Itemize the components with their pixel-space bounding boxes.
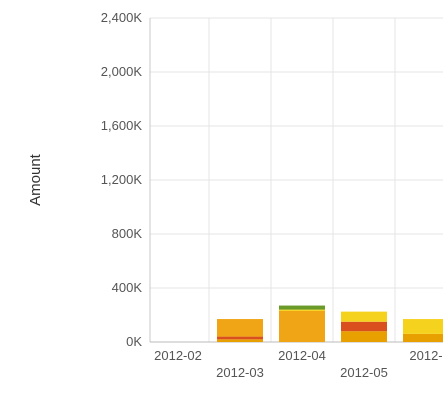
tick-labels: 0K 400K 800K 1,200K 1,600K 2,000K 2,400K 2012-0… [101,10,443,380]
bar-segment [217,319,263,337]
bar-segment [341,331,387,342]
bars [217,305,443,342]
bar-segment [341,311,387,322]
y-tick-label: 0K [126,334,142,349]
bar-segment [403,319,443,334]
grid [150,17,443,343]
bar-segment [217,339,263,342]
bar-segment [279,305,325,310]
bar-segment [279,310,325,342]
y-tick-label: 800K [112,226,143,241]
y-tick-label: 2,000K [101,64,143,79]
x-tick-label: 2012-02 [154,348,202,363]
y-axis-title: Amount [27,153,44,206]
x-tick-label: 2012-05 [340,365,388,380]
bar-segment [341,321,387,332]
y-tick-label: 400K [112,280,143,295]
bar-segment [217,336,263,340]
y-tick-label: 1,600K [101,118,143,133]
bar-segment [403,333,443,342]
y-tick-label: 2,400K [101,10,143,25]
x-tick-label: 2012-04 [278,348,326,363]
bar-segment [279,309,325,311]
y-tick-label: 1,200K [101,172,143,187]
x-tick-label: 2012- [409,348,442,363]
x-tick-label: 2012-03 [216,365,264,380]
